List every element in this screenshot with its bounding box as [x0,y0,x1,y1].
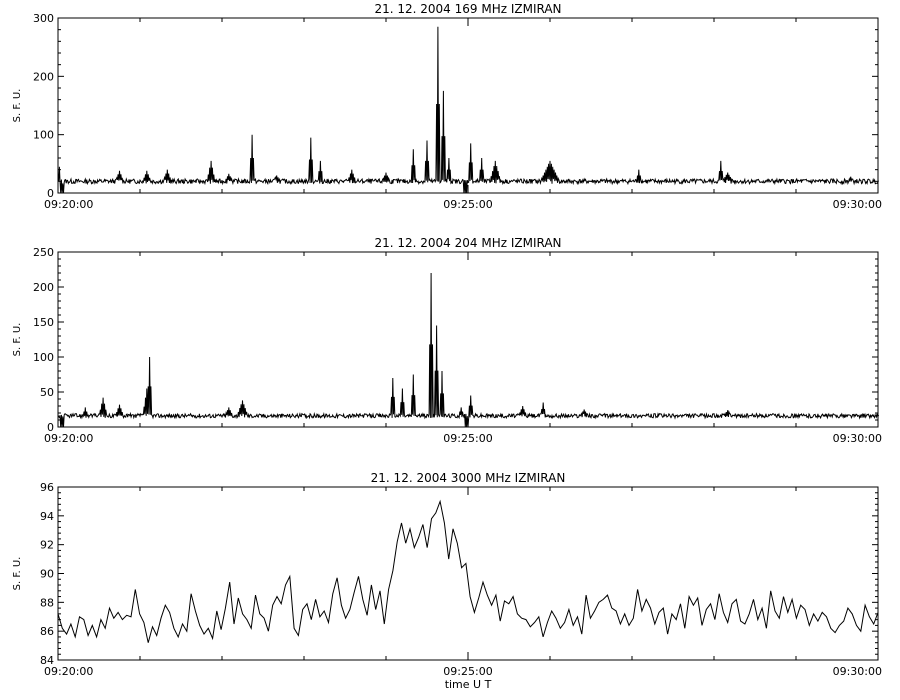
flux-series-line [57,272,880,428]
y-tick-label: 250 [33,246,54,259]
x-tick-label: 09:20:00 [44,665,93,678]
y-tick-label: 86 [40,625,54,638]
x-tick-label: 09:20:00 [44,432,93,445]
y-tick-label: 150 [33,316,54,329]
y-tick-label: 96 [40,481,54,494]
chart-title: 21. 12. 2004 204 MHz IZMIRAN [374,236,561,250]
y-tick-label: 84 [40,654,54,667]
y-tick-label: 100 [33,129,54,142]
flux-series-line [57,26,880,194]
y-axis-label: S. F. U. [12,323,23,357]
plot-frame [57,17,879,194]
chart-panel-1: 21. 12. 2004 169 MHz IZMIRAN S. F. U. 0 100… [12,2,882,211]
y-tick-label: 200 [33,281,54,294]
plot-frame [57,486,879,661]
x-tick-label: 09:20:00 [44,198,93,211]
y-tick-label: 90 [40,568,54,581]
chart-title: 21. 12. 2004 169 MHz IZMIRAN [374,2,561,16]
flux-series-line [57,499,879,643]
x-tick-label: 09:25:00 [443,198,492,211]
y-tick-label: 0 [47,187,54,200]
chart-panel-3: 21. 12. 2004 3000 MHz IZMIRAN S. F. U. 84 8… [12,471,882,691]
x-tick-label: 09:25:00 [443,432,492,445]
y-tick-label: 100 [33,351,54,364]
chart-title: 21. 12. 2004 3000 MHz IZMIRAN [371,471,566,485]
y-tick-label: 88 [40,596,54,609]
x-axis-label: time U T [445,678,492,691]
chart-panel-2: 21. 12. 2004 204 MHz IZMIRAN S. F. U. 0 50 1… [12,236,882,445]
x-tick-label: 09:30:00 [833,665,882,678]
y-tick-label: 92 [40,539,54,552]
y-tick-label: 0 [47,421,54,434]
y-axis-label: S. F. U. [12,89,23,123]
y-tick-label: 94 [40,510,54,523]
y-tick-label: 200 [33,70,54,83]
y-tick-label: 300 [33,12,54,25]
y-axis-label: S. F. U. [12,557,23,591]
x-tick-label: 09:25:00 [443,665,492,678]
plot-frame [57,251,879,428]
y-tick-label: 50 [40,386,54,399]
x-tick-label: 09:30:00 [833,432,882,445]
x-tick-label: 09:30:00 [833,198,882,211]
